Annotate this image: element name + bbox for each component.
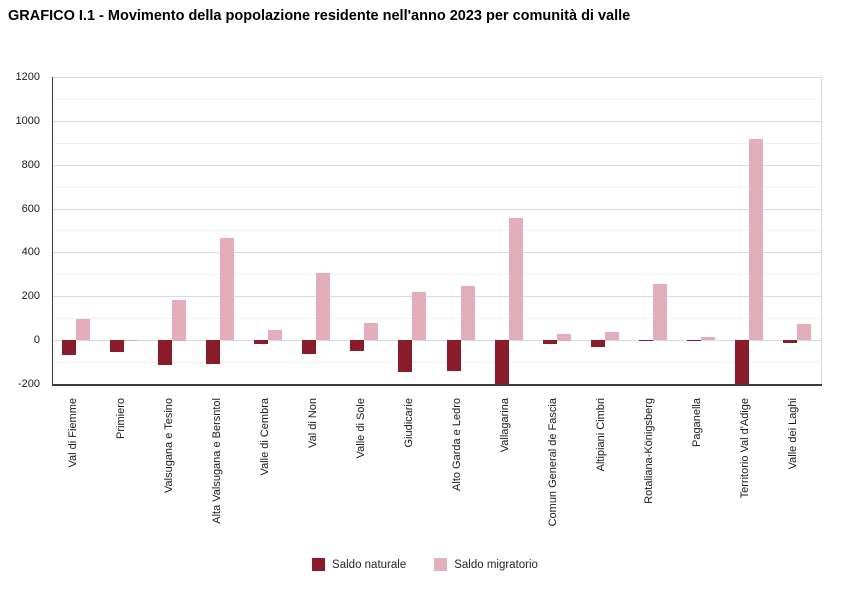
legend-label-saldo-migratorio: Saldo migratorio bbox=[454, 558, 538, 571]
legend-swatch-saldo-migratorio bbox=[434, 558, 448, 571]
bar-saldo-migratorio-altipiani-cimbri bbox=[605, 332, 619, 340]
bar-saldo-migratorio-comun-general-de-fascia bbox=[557, 334, 571, 341]
page-title: GRAFICO I.1 - Movimento della popolazion… bbox=[8, 8, 631, 24]
gridline-700 bbox=[52, 187, 821, 188]
gridline-600 bbox=[52, 209, 821, 210]
bar-saldo-migratorio-valle-dei-laghi bbox=[797, 324, 811, 340]
y-tick-label-600: 600 bbox=[21, 203, 40, 215]
y-tick-label-1200: 1200 bbox=[15, 71, 40, 83]
gridline--100 bbox=[52, 362, 821, 363]
legend-label-saldo-naturale: Saldo naturale bbox=[332, 558, 407, 571]
y-tick-label-800: 800 bbox=[21, 159, 40, 171]
bar-saldo-migratorio-valle-di-sole bbox=[364, 323, 378, 340]
gridline-1100 bbox=[52, 99, 821, 100]
x-category-label-valsugana-e-tesino: Valsugana e Tesino bbox=[163, 398, 175, 493]
y-tick-label-1000: 1000 bbox=[15, 115, 40, 127]
bar-saldo-migratorio-vallagarina bbox=[509, 218, 523, 340]
bar-saldo-naturale-valle-dei-laghi bbox=[783, 340, 797, 343]
gridline-1000 bbox=[52, 121, 821, 122]
x-category-label-giudicarie: Giudicarie bbox=[403, 398, 415, 448]
y-tick-label-200: 200 bbox=[21, 290, 40, 302]
bar-saldo-naturale-val-di-non bbox=[302, 340, 316, 354]
gridline-100 bbox=[52, 318, 821, 319]
gridline-400 bbox=[52, 252, 821, 253]
x-category-label-territorio-val-d-adige: Territorio Val d'Adige bbox=[739, 398, 751, 499]
bar-saldo-naturale-territorio-val-d-adige bbox=[735, 340, 749, 384]
x-category-label-valle-dei-laghi: Valle dei Laghi bbox=[787, 398, 799, 470]
y-tick-label-0: 0 bbox=[33, 334, 40, 346]
gridline-800 bbox=[52, 165, 821, 166]
x-category-label-vallagarina: Vallagarina bbox=[499, 398, 511, 453]
x-axis-line bbox=[52, 384, 822, 386]
x-category-label-val-di-fiemme: Val di Fiemme bbox=[67, 398, 79, 468]
bar-saldo-migratorio-val-di-non bbox=[316, 273, 330, 340]
legend: Saldo naturale Saldo migratorio bbox=[0, 558, 850, 571]
plot-right-border bbox=[821, 77, 822, 384]
legend-swatch-saldo-naturale bbox=[312, 558, 326, 571]
bar-saldo-naturale-valsugana-e-tesino bbox=[158, 340, 172, 365]
x-category-label-valle-di-cembra: Valle di Cembra bbox=[259, 398, 271, 476]
legend-item-saldo-migratorio: Saldo migratorio bbox=[434, 558, 538, 571]
bar-saldo-naturale-valle-di-cembra bbox=[254, 340, 268, 344]
bar-saldo-migratorio-territorio-val-d-adige bbox=[749, 139, 763, 340]
x-category-label-comun-general-de-fascia: Comun General de Fascia bbox=[547, 398, 559, 527]
x-category-label-val-di-non: Val di Non bbox=[307, 398, 319, 448]
legend-item-saldo-naturale: Saldo naturale bbox=[312, 558, 406, 571]
bar-saldo-naturale-alta-valsugana-e-bersntol bbox=[206, 340, 220, 364]
gridline-500 bbox=[52, 230, 821, 231]
bar-saldo-naturale-rotaliana-k-nigsberg bbox=[639, 340, 653, 341]
bar-saldo-migratorio-val-di-fiemme bbox=[76, 319, 90, 340]
gridline-1200 bbox=[52, 77, 821, 78]
y-tick-label-400: 400 bbox=[21, 246, 40, 258]
bar-saldo-naturale-altipiani-cimbri bbox=[591, 340, 605, 347]
bar-saldo-migratorio-valle-di-cembra bbox=[268, 330, 282, 340]
bar-saldo-naturale-primiero bbox=[110, 340, 124, 352]
x-category-label-rotaliana-k-nigsberg: Rotaliana-Königsberg bbox=[643, 398, 655, 504]
x-category-label-altipiani-cimbri: Altipiani Cimbri bbox=[595, 398, 607, 472]
bar-saldo-naturale-giudicarie bbox=[398, 340, 412, 372]
bar-saldo-naturale-vallagarina bbox=[495, 340, 509, 384]
bar-saldo-migratorio-primiero bbox=[124, 340, 138, 341]
bar-saldo-migratorio-rotaliana-k-nigsberg bbox=[653, 284, 667, 340]
gridline-0 bbox=[52, 340, 821, 341]
bar-saldo-migratorio-paganella bbox=[701, 337, 715, 340]
bar-saldo-migratorio-giudicarie bbox=[412, 292, 426, 340]
y-axis-line bbox=[52, 77, 53, 385]
x-category-label-valle-di-sole: Valle di Sole bbox=[355, 398, 367, 459]
bar-saldo-naturale-valle-di-sole bbox=[350, 340, 364, 351]
bar-saldo-naturale-comun-general-de-fascia bbox=[543, 340, 557, 344]
x-category-label-primiero: Primiero bbox=[115, 398, 127, 439]
x-category-label-paganella: Paganella bbox=[691, 398, 703, 447]
x-category-label-alto-garda-e-ledro: Alto Garda e Ledro bbox=[451, 398, 463, 491]
bar-saldo-naturale-val-di-fiemme bbox=[62, 340, 76, 355]
bar-saldo-naturale-paganella bbox=[687, 340, 701, 341]
bar-saldo-migratorio-valsugana-e-tesino bbox=[172, 300, 186, 341]
gridline-300 bbox=[52, 274, 821, 275]
y-tick-label--200: -200 bbox=[17, 378, 40, 390]
x-category-label-alta-valsugana-e-bersntol: Alta Valsugana e Bersntol bbox=[211, 398, 223, 524]
bar-saldo-migratorio-alto-garda-e-ledro bbox=[461, 286, 475, 340]
gridline-900 bbox=[52, 143, 821, 144]
bar-saldo-migratorio-alta-valsugana-e-bersntol bbox=[220, 238, 234, 340]
bar-saldo-naturale-alto-garda-e-ledro bbox=[447, 340, 461, 371]
gridline-200 bbox=[52, 296, 821, 297]
